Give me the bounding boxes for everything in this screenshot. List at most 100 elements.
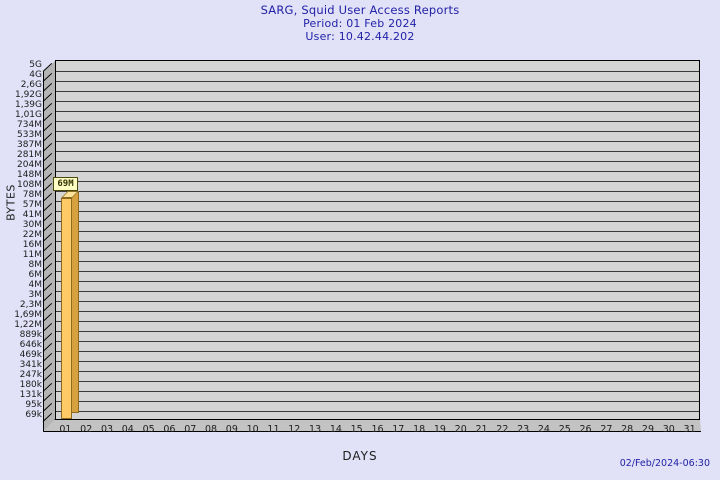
x-axis-tick-label: 15 [350, 424, 363, 435]
plot-area [55, 60, 700, 420]
gridline [56, 121, 699, 122]
y-axis-tick-label: 108M [17, 180, 42, 190]
gridline [56, 151, 699, 152]
y-axis-tick-label: 180k [19, 380, 42, 390]
y-axis-tick-label: 533M [17, 130, 42, 140]
gridline [56, 71, 699, 72]
y-axis-tick-label: 148M [17, 170, 42, 180]
y-axis-tick-label: 131k [19, 390, 42, 400]
y-axis-tick-label: 387M [17, 140, 42, 150]
x-axis-tick-label: 23 [517, 424, 530, 435]
y-axis-tick-label: 11M [22, 250, 42, 260]
y-axis-tick-label: 1,92G [14, 90, 42, 100]
y-axis-tick-label: 341k [19, 360, 42, 370]
y-axis-tick-label: 204M [17, 160, 42, 170]
y-axis-tick-label: 469k [19, 350, 42, 360]
x-axis-ticks: 01 02 03 04 05 06 07 08 09 10 11 12 13 14 15 16 17 18 19 20… [0, 424, 720, 440]
x-axis-tick-label: 07 [184, 424, 197, 435]
y-axis-tick-label: 57M [22, 200, 42, 210]
y-axis-tick-label: 8M [28, 260, 43, 270]
x-axis-tick-label: 05 [142, 424, 155, 435]
bar-side-face [72, 192, 79, 413]
y-axis-tick-label: 734M [17, 120, 42, 130]
gridline [56, 221, 699, 222]
gridline [56, 191, 699, 192]
x-axis-tick-label: 06 [163, 424, 176, 435]
gridline [56, 321, 699, 322]
y-axis-tick-label: 1,69M [14, 310, 42, 320]
gridline [56, 131, 699, 132]
gridline [56, 351, 699, 352]
y-axis-tick-label: 22M [22, 230, 42, 240]
y-axis-tick-label: 1,39G [14, 100, 42, 110]
gridline [56, 211, 699, 212]
y-axis-tick-label: 2,6G [20, 80, 42, 90]
y-axis-tick-label: 95k [25, 400, 42, 410]
x-axis-tick-label: 20 [454, 424, 467, 435]
y-axis-tick-label: 30M [22, 220, 42, 230]
x-axis-tick-label: 30 [662, 424, 675, 435]
x-axis-title: DAYS [342, 449, 378, 463]
gridline [56, 231, 699, 232]
y-axis-tick-label: 5G [29, 60, 42, 70]
gridline [56, 381, 699, 382]
bar-value-label: 69M [53, 177, 78, 191]
y-axis-tick-label: 1,01G [14, 110, 42, 120]
y-axis-tick-label: 41M [22, 210, 42, 220]
gridline [56, 311, 699, 312]
bar [61, 191, 79, 419]
x-axis-tick-label: 14 [329, 424, 342, 435]
gridline [56, 281, 699, 282]
y-axis-ticks: 5G 4G 2,6G 1,92G 1,39G 1,01G 734M 533M 387M 281M 2… [0, 0, 42, 480]
report-user: User: 10.42.44.202 [305, 30, 415, 43]
gridline [56, 341, 699, 342]
x-axis-tick-label: 09 [225, 424, 238, 435]
gridline [56, 111, 699, 112]
x-axis-tick-label: 29 [641, 424, 655, 435]
x-axis-tick-label: 08 [205, 424, 218, 435]
y-axis-tick-label: 4G [29, 70, 42, 80]
gridline [56, 401, 699, 402]
y-axis-tick-label: 4M [28, 280, 43, 290]
gridline [56, 181, 699, 182]
gridline [56, 241, 699, 242]
y-axis-tick-label: 6M [28, 270, 43, 280]
gridline [56, 271, 699, 272]
x-axis-tick-label: 12 [288, 424, 301, 435]
gridline [56, 411, 699, 412]
x-axis-tick-label: 17 [392, 424, 405, 435]
value-label-stem [56, 61, 699, 70]
gridline [56, 101, 699, 102]
y-axis-tick-label: 3M [28, 290, 43, 300]
gridline [56, 81, 699, 82]
gridline [56, 171, 699, 172]
page-title: SARG, Squid User Access Reports [260, 3, 460, 17]
generated-timestamp: 02/Feb/2024-06:30 [619, 458, 710, 469]
gridline [56, 91, 699, 92]
gridline [56, 361, 699, 362]
y-axis-tick-label: 247k [19, 370, 42, 380]
gridline [56, 371, 699, 372]
x-axis-tick-label: 24 [537, 424, 550, 435]
x-axis-tick-label: 22 [496, 424, 509, 435]
gridline [56, 291, 699, 292]
y-axis-tick-label: 16M [22, 240, 42, 250]
x-axis-tick-label: 31 [683, 424, 696, 435]
gridline [56, 391, 699, 392]
report-period: Period: 01 Feb 2024 [303, 17, 417, 30]
x-axis-tick-label: 18 [413, 424, 426, 435]
gridline [56, 251, 699, 252]
bar-front-face [61, 198, 72, 419]
gridline [56, 201, 699, 202]
x-axis-tick-label: 13 [309, 424, 322, 435]
x-axis-tick-label: 04 [121, 424, 134, 435]
x-axis-tick-label: 28 [621, 424, 634, 435]
y-axis-tick-label: 2,3M [19, 300, 42, 310]
y-axis-tick-label: 1,22M [14, 320, 42, 330]
x-axis-tick-label: 25 [558, 424, 571, 435]
x-axis-tick-label: 26 [579, 424, 592, 435]
gridline [56, 141, 699, 142]
x-axis-tick-label: 03 [100, 424, 114, 435]
x-axis-tick-label: 10 [246, 424, 259, 435]
